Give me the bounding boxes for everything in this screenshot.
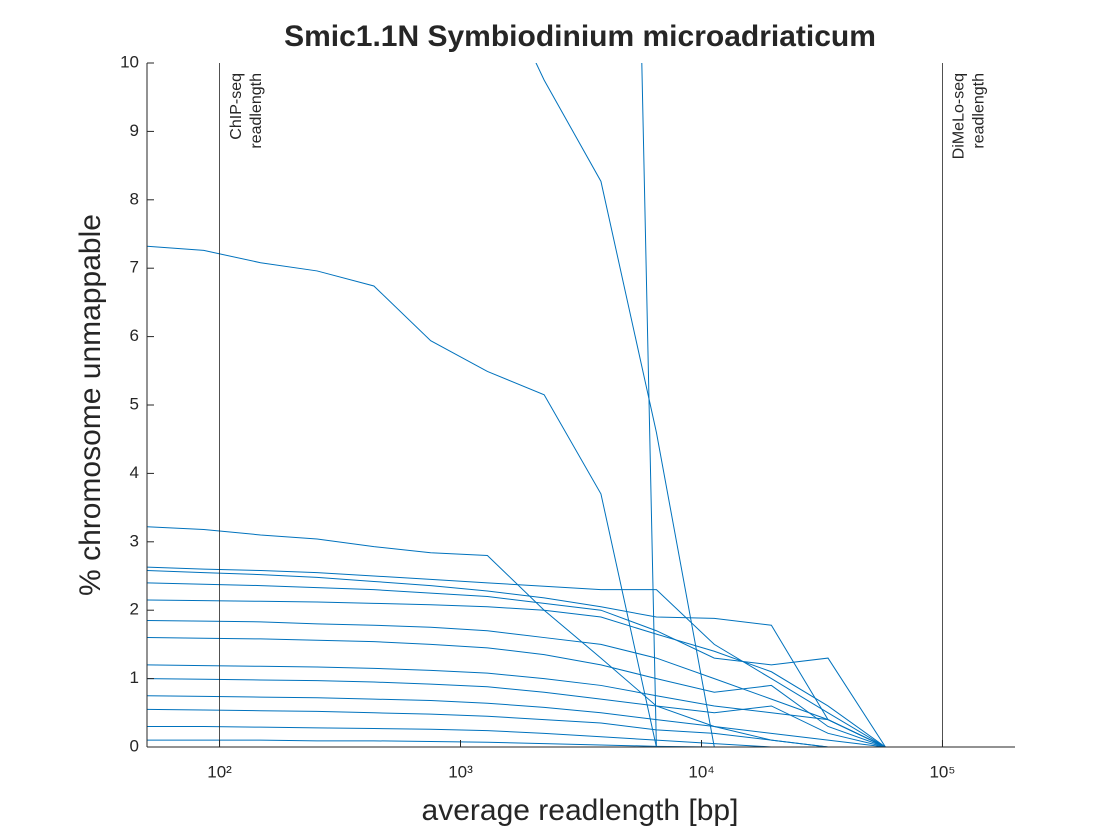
data-line xyxy=(147,725,886,747)
annotation: ChIP-seq xyxy=(228,73,245,140)
y-tick-label: 8 xyxy=(130,189,139,208)
y-tick-label: 2 xyxy=(130,600,139,619)
chart-title: Smic1.1N Symbiodinium microadriaticum xyxy=(284,20,876,53)
y-tick-label: 7 xyxy=(130,258,139,277)
plot-area xyxy=(147,63,886,747)
data-line xyxy=(147,695,886,747)
data-line xyxy=(147,245,886,747)
x-tick-label: 10² xyxy=(207,762,232,781)
x-tick-label: 10⁴ xyxy=(688,762,714,781)
y-tick-label: 4 xyxy=(130,463,139,482)
x-tick-label: 10³ xyxy=(448,762,473,781)
y-tick-label: 3 xyxy=(130,531,139,550)
y-tick-label: 9 xyxy=(130,121,139,140)
x-tick-label: 10⁵ xyxy=(929,762,955,781)
x-axis-label: average readlength [bp] xyxy=(422,794,739,827)
data-line xyxy=(147,526,886,747)
data-line xyxy=(147,582,886,747)
y-tick-label: 0 xyxy=(130,736,139,755)
y-tick-label: 10 xyxy=(120,52,139,71)
data-line xyxy=(147,739,886,747)
data-line xyxy=(147,619,886,747)
data-line xyxy=(147,599,886,747)
data-line xyxy=(147,664,886,747)
y-axis-label: % chromosome unmappable xyxy=(74,214,107,596)
y-tick-label: 6 xyxy=(130,326,139,345)
data-line xyxy=(147,678,886,747)
data-line xyxy=(147,708,886,747)
y-tick-label: 1 xyxy=(130,668,139,687)
data-line xyxy=(147,637,886,747)
annotation: readlength xyxy=(971,73,988,149)
annotation: readlength xyxy=(248,73,265,149)
data-line xyxy=(147,566,886,747)
annotation: DiMeLo-seq xyxy=(951,73,968,159)
y-tick-label: 5 xyxy=(130,394,139,413)
data-line xyxy=(147,570,886,747)
